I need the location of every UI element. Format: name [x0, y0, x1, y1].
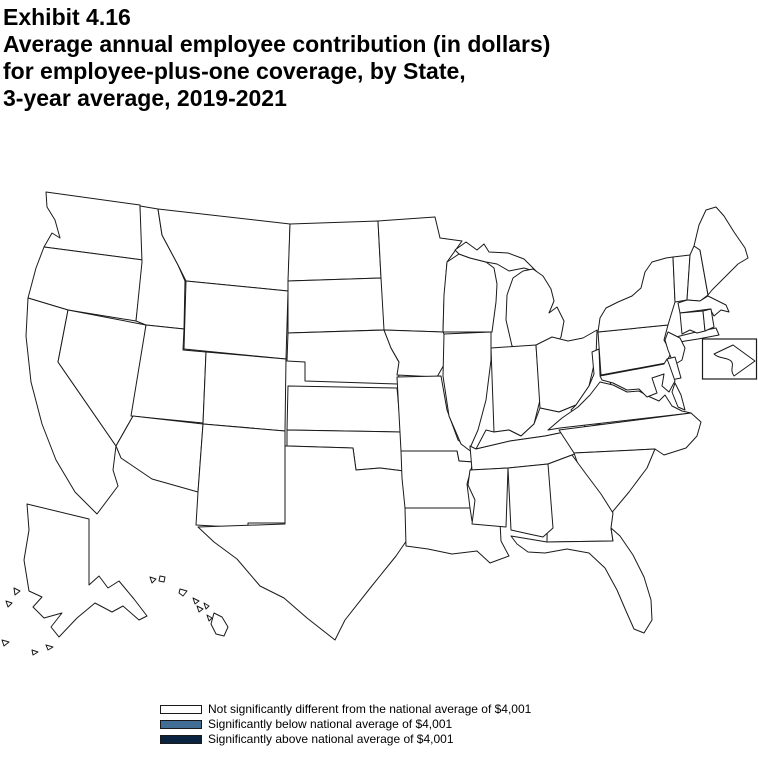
- alaska-island: [1, 639, 10, 647]
- legend-label-below: Significantly below national average of …: [208, 717, 453, 731]
- hawaii: [149, 575, 229, 637]
- state-florida: [510, 527, 653, 634]
- alaska-island: [31, 649, 39, 656]
- state-south-dakota: [287, 277, 387, 334]
- hawaii-big-island: [210, 612, 229, 637]
- lower-48-states: [25, 191, 749, 641]
- state-district-of-columbia: [713, 344, 756, 377]
- state-indiana: [490, 344, 541, 437]
- state-nebraska: [286, 329, 401, 385]
- state-rhode-island: [702, 308, 715, 332]
- state-kansas: [286, 385, 402, 433]
- title-line-4: 3-year average, 2019-2021: [3, 85, 287, 111]
- legend-swatch-below: [160, 720, 202, 729]
- hawaii-island: [178, 588, 188, 597]
- alaska-island: [5, 600, 13, 608]
- legend-swatch-not-different: [160, 705, 202, 714]
- state-new-mexico: [195, 423, 286, 529]
- alaska: [1, 503, 148, 656]
- state-maine: [693, 206, 749, 296]
- state-connecticut: [679, 310, 706, 335]
- hawaii-island: [192, 597, 200, 605]
- legend-item-above: Significantly above national average of …: [160, 732, 531, 747]
- hawaii-island: [206, 614, 213, 622]
- state-texas: [197, 445, 408, 641]
- exhibit-title: Exhibit 4.16 Average annual employee con…: [3, 4, 550, 112]
- state-new-jersey: [664, 331, 686, 366]
- state-alaska: [23, 503, 148, 638]
- hawaii-island: [196, 605, 204, 613]
- legend-label-above: Significantly above national average of …: [208, 732, 454, 746]
- legend-swatch-above: [160, 735, 202, 744]
- state-colorado: [202, 351, 287, 432]
- legend-item-not-different: Not significantly different from the nat…: [160, 702, 531, 717]
- title-line-2: Average annual employee contribution (in…: [3, 31, 551, 57]
- title-line-3: for employee-plus-one coverage, by State…: [3, 58, 466, 84]
- dc-inset: [701, 338, 758, 380]
- state-arizona: [115, 415, 204, 493]
- state-mississippi: [467, 467, 509, 528]
- alaska-island: [45, 644, 54, 651]
- state-new-york: [597, 256, 676, 333]
- legend-label-not-different: Not significantly different from the nat…: [208, 702, 532, 716]
- legend-item-below: Significantly below national average of …: [160, 717, 531, 732]
- state-maryland: [599, 358, 676, 398]
- state-wyoming: [183, 280, 289, 360]
- map-legend: Not significantly different from the nat…: [160, 702, 531, 747]
- state-arkansas: [400, 450, 474, 509]
- hawaii-island: [158, 575, 166, 583]
- hawaii-island: [203, 602, 210, 610]
- state-virginia-delmarva: [671, 382, 686, 411]
- alaska-island: [13, 587, 21, 596]
- title-line-1: Exhibit 4.16: [3, 4, 131, 30]
- state-alabama: [507, 463, 554, 538]
- state-north-dakota: [287, 220, 382, 282]
- state-wisconsin: [442, 253, 498, 333]
- state-massachusetts: [677, 295, 730, 317]
- hawaii-island: [149, 576, 157, 584]
